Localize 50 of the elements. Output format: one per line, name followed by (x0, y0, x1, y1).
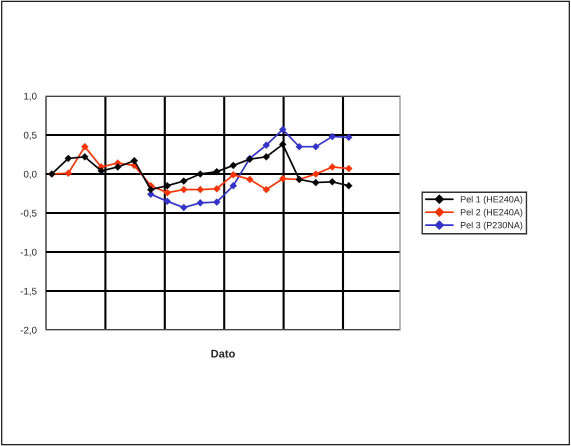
legend-label: Pel 1 (HE240A) (460, 196, 522, 204)
point (147, 186, 154, 194)
point (279, 126, 286, 134)
point (230, 162, 237, 169)
point (81, 143, 88, 150)
point (180, 204, 188, 212)
point (196, 170, 204, 178)
point (164, 198, 171, 205)
point (64, 154, 72, 162)
point (64, 170, 72, 177)
point (345, 182, 352, 190)
point (230, 171, 237, 178)
point (213, 168, 220, 176)
point (345, 134, 352, 141)
point (196, 186, 204, 194)
legend-label: Pel 3 (P230NA) (460, 222, 522, 230)
y-tick-label: -2,0 (20, 326, 37, 335)
point (296, 143, 303, 150)
point (246, 176, 254, 183)
point (262, 153, 270, 160)
point (312, 179, 320, 186)
point (114, 164, 122, 170)
point (180, 186, 188, 194)
point (262, 186, 270, 194)
point (328, 164, 336, 170)
y-tick-label: 0,5 (24, 132, 37, 140)
point (213, 185, 220, 192)
point (230, 182, 237, 190)
point (180, 178, 188, 184)
point (196, 199, 204, 206)
y-tick-label: -1,0 (20, 248, 37, 257)
point (279, 140, 286, 148)
point (164, 189, 171, 196)
y-tick-label: -0,5 (20, 210, 37, 218)
point (328, 133, 336, 140)
point (262, 142, 270, 149)
y-tick-label: 1,0 (24, 92, 37, 101)
point (164, 182, 171, 190)
point (213, 198, 220, 206)
point (279, 175, 286, 182)
point (312, 170, 320, 178)
point (130, 157, 138, 164)
point (312, 143, 320, 150)
point (81, 153, 88, 160)
legend-label: Pel 2 (HE240A) (460, 208, 522, 218)
y-tick-label: -1,5 (20, 288, 37, 296)
y-tick-label: 0,0 (24, 170, 37, 179)
point (328, 178, 336, 186)
point (345, 165, 352, 172)
x-axis-title: Dato (211, 350, 235, 358)
